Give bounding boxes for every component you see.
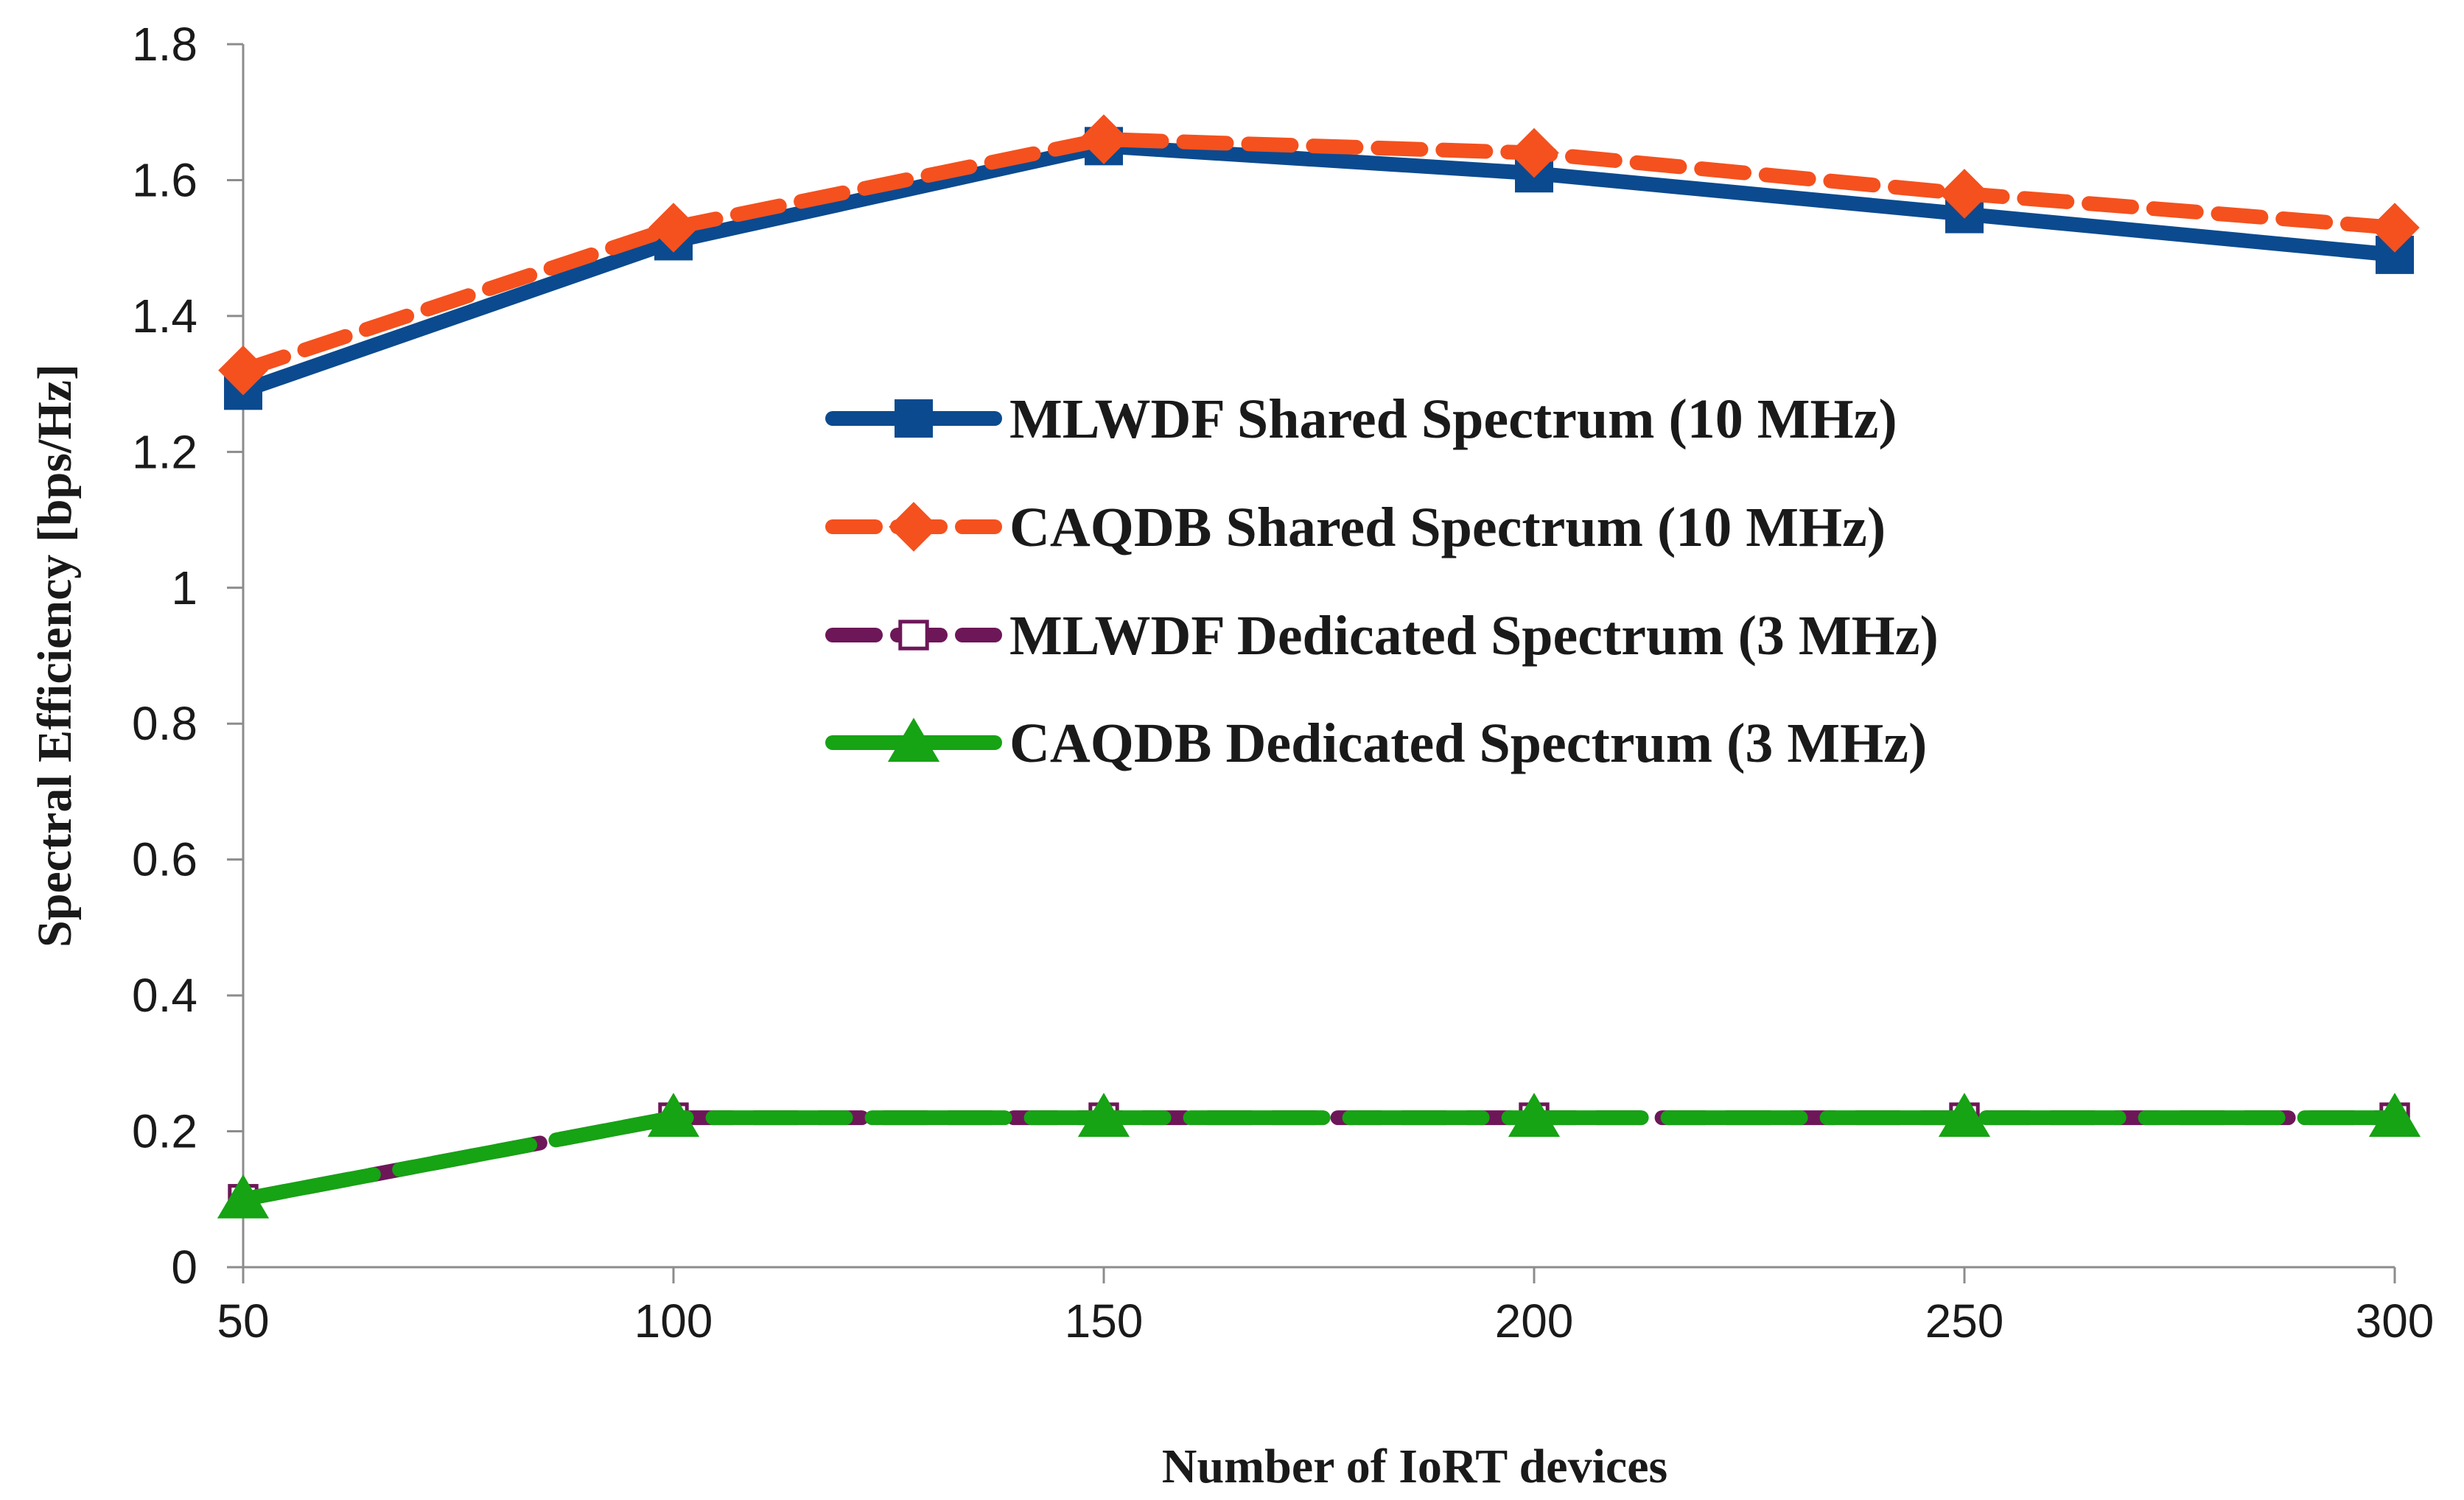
- triangle-marker: [217, 1174, 270, 1219]
- square-open-marker: [898, 620, 929, 651]
- diamond-marker: [1509, 127, 1559, 178]
- x-axis-title: Number of IoRT devices: [1162, 1440, 1667, 1493]
- y-tick-label: 0.8: [132, 697, 197, 750]
- series-2: [218, 114, 2420, 396]
- series-4: [217, 1093, 2421, 1219]
- legend: MLWDF Shared Spectrum (10 MHz) CAQDB Shar…: [825, 388, 1939, 774]
- legend-label: MLWDF Shared Spectrum (10 MHz): [1009, 388, 1897, 450]
- y-axis-title: Spectral Efficiency [bps/Hz]: [28, 364, 82, 947]
- x-tick-label: 250: [1925, 1294, 2004, 1347]
- series-line: [236, 1110, 2402, 1207]
- x-tick-label: 100: [634, 1294, 713, 1347]
- triangle-marker: [887, 718, 940, 762]
- triangle-marker: [1508, 1093, 1561, 1138]
- legend-label: CAQDB Shared Spectrum (10 MHz): [1009, 497, 1886, 558]
- legend-label: CAQDB Dedicated Spectrum (3 MHz): [1009, 712, 1927, 774]
- y-tick-label: 0.2: [132, 1105, 197, 1158]
- y-tick-label: 1.8: [132, 18, 197, 71]
- triangle-marker: [1938, 1093, 1991, 1138]
- diamond-marker: [218, 345, 268, 396]
- y-tick-label: 0: [171, 1241, 197, 1294]
- x-axis-ticks: 50 100 150 200 250 300: [217, 1267, 2434, 1347]
- y-tick-label: 0.6: [132, 833, 197, 886]
- diamond-marker: [648, 203, 699, 253]
- x-tick-label: 50: [217, 1294, 269, 1347]
- series-line: [236, 139, 2402, 399]
- triangle-marker: [2368, 1093, 2421, 1138]
- triangle-marker: [1077, 1093, 1130, 1138]
- x-tick-label: 200: [1495, 1294, 1574, 1347]
- x-tick-label: 300: [2356, 1294, 2435, 1347]
- y-axis-ticks: 0 0.2 0.4 0.6 0.8 1 1.2 1.4 1.6 1.8: [132, 18, 243, 1294]
- y-tick-label: 0.4: [132, 969, 197, 1022]
- series-line: [236, 1110, 2402, 1207]
- diamond-marker: [2370, 203, 2420, 253]
- x-tick-label: 150: [1065, 1294, 1144, 1347]
- triangle-marker: [647, 1093, 700, 1138]
- y-tick-label: 1.4: [132, 290, 197, 343]
- legend-label: MLWDF Dedicated Spectrum (3 MHz): [1009, 605, 1939, 667]
- axes: [242, 44, 2395, 1269]
- diamond-marker: [1079, 114, 1129, 164]
- diamond-marker: [889, 502, 939, 552]
- y-tick-label: 1: [171, 561, 197, 614]
- series-line: [236, 132, 2402, 378]
- y-tick-label: 1.2: [132, 425, 197, 478]
- diamond-marker: [1939, 169, 1989, 219]
- square-marker: [895, 399, 933, 438]
- y-tick-label: 1.6: [132, 153, 197, 206]
- series-layer: [217, 114, 2421, 1219]
